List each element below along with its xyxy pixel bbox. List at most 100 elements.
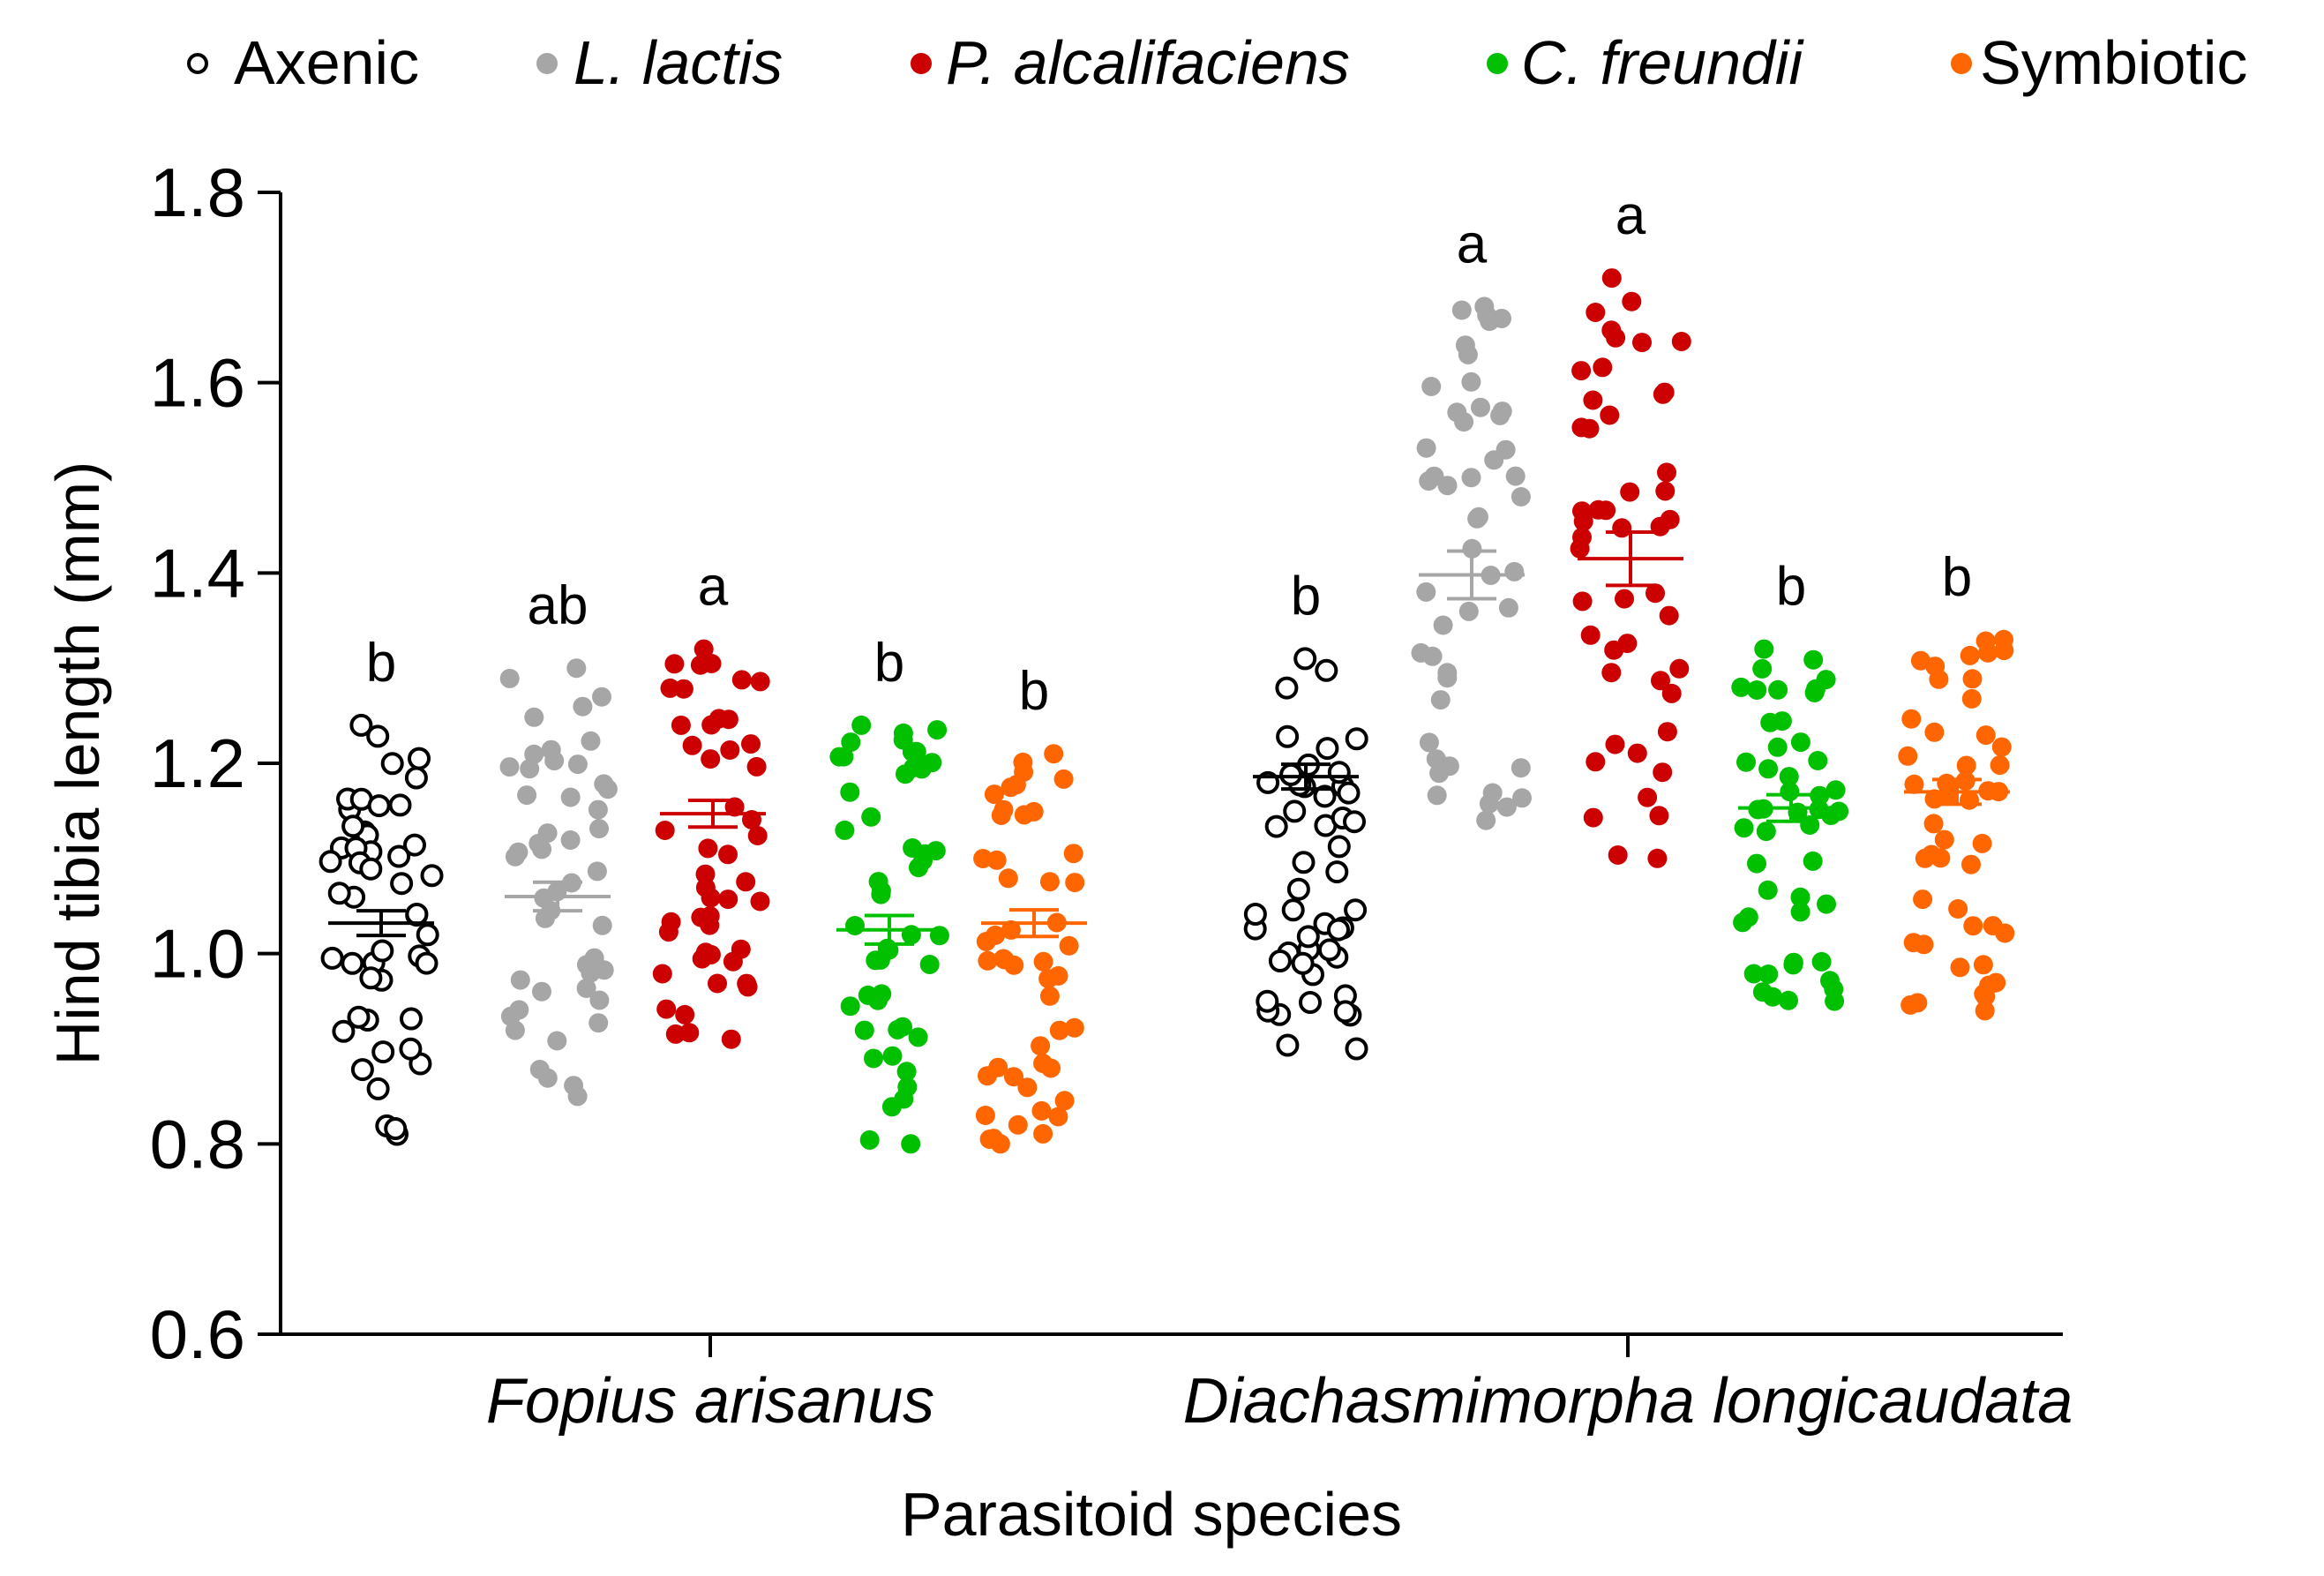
data-point (567, 754, 588, 775)
data-point (347, 1005, 371, 1029)
data-point (366, 1077, 390, 1100)
data-point (1961, 854, 1981, 874)
data-point (1572, 591, 1593, 612)
data-point (1039, 872, 1060, 892)
data-point (1758, 964, 1779, 984)
data-point (341, 814, 365, 838)
legend-marker (1487, 53, 1508, 74)
data-point (1973, 955, 1993, 975)
data-point (693, 639, 714, 659)
data-point (1053, 769, 1074, 789)
data-point (1482, 783, 1503, 803)
data-point (1772, 711, 1792, 732)
x-axis-title: Parasitoid species (901, 1480, 1402, 1549)
data-point (854, 1020, 874, 1040)
data-point (405, 903, 429, 926)
data-point (894, 1089, 914, 1109)
data-point (1462, 538, 1482, 559)
data-point (1900, 994, 1921, 1015)
data-point (1064, 1017, 1084, 1038)
data-point (1430, 690, 1451, 710)
data-point (529, 1060, 550, 1079)
data-point (882, 1046, 903, 1066)
data-point (560, 787, 581, 807)
data-point (1291, 951, 1315, 975)
data-point (1476, 810, 1496, 830)
data-point (1038, 969, 1059, 989)
data-point (1990, 755, 2010, 776)
data-point (656, 999, 677, 1019)
data-point (1622, 291, 1642, 311)
data-point (1731, 677, 1751, 697)
data-point (692, 949, 712, 969)
data-point (864, 1048, 883, 1069)
data-point (1421, 377, 1442, 396)
data-point (1049, 1020, 1069, 1040)
data-point (682, 735, 702, 755)
data-point (499, 757, 520, 777)
data-point (371, 1040, 395, 1064)
data-point (584, 948, 604, 968)
legend-marker (911, 53, 932, 74)
y-axis: 0.6 0.8 1.0 1.2 1.4 1.6 1.8 (150, 154, 282, 1373)
data-point (986, 925, 1006, 945)
x-category-label: Diachasmimorpha longicaudata (1183, 1366, 2073, 1437)
data-point (1496, 439, 1516, 460)
data-point (1948, 899, 1968, 919)
data-point (1808, 751, 1828, 770)
data-point (1451, 300, 1472, 320)
legend-item: P. alcalifaciens (911, 28, 1350, 97)
significance-letter: b (1291, 566, 1321, 627)
data-point (698, 838, 718, 859)
data-point (1439, 756, 1459, 777)
data-point (1768, 679, 1788, 700)
data-point (1281, 898, 1305, 922)
legend-marker (1951, 53, 1972, 74)
point-group (499, 658, 618, 1107)
data-point (851, 715, 872, 735)
data-point (1343, 810, 1366, 834)
data-point (1490, 405, 1511, 425)
data-point (560, 830, 581, 850)
data-point (975, 1106, 995, 1125)
data-point (1763, 987, 1783, 1007)
data-point (517, 785, 537, 806)
legend-label: Axenic (234, 28, 419, 97)
data-point (679, 1023, 700, 1043)
data-point (576, 979, 596, 998)
data-points (319, 268, 2015, 1154)
data-point (1004, 955, 1024, 975)
data-point (320, 946, 344, 970)
data-point (750, 672, 770, 692)
data-point (371, 939, 394, 963)
data-point (1817, 894, 1836, 914)
data-point (341, 951, 364, 975)
point-group (1570, 268, 1691, 868)
data-point (834, 747, 854, 767)
data-point (1583, 807, 1603, 828)
data-point (708, 973, 727, 994)
data-point (1736, 752, 1756, 772)
significance-letter: b (1019, 661, 1049, 722)
data-point (1963, 916, 1983, 936)
data-point (721, 1029, 741, 1049)
data-point (1243, 903, 1267, 926)
data-point (1498, 597, 1518, 618)
data-point (1655, 481, 1676, 501)
y-tick-label: 1.0 (150, 915, 245, 993)
data-point (1790, 887, 1810, 907)
data-point (500, 1006, 521, 1026)
y-tick-label: 1.2 (150, 724, 245, 802)
data-point (841, 732, 861, 753)
data-point (664, 654, 685, 674)
data-point (1572, 527, 1592, 547)
data-point (861, 807, 881, 827)
data-point (1416, 438, 1436, 458)
data-point (1325, 860, 1349, 884)
data-point (1950, 957, 1970, 978)
data-point (988, 1057, 1008, 1077)
data-point (1962, 669, 1983, 689)
data-point (1783, 955, 1803, 975)
data-point (1588, 499, 1608, 520)
